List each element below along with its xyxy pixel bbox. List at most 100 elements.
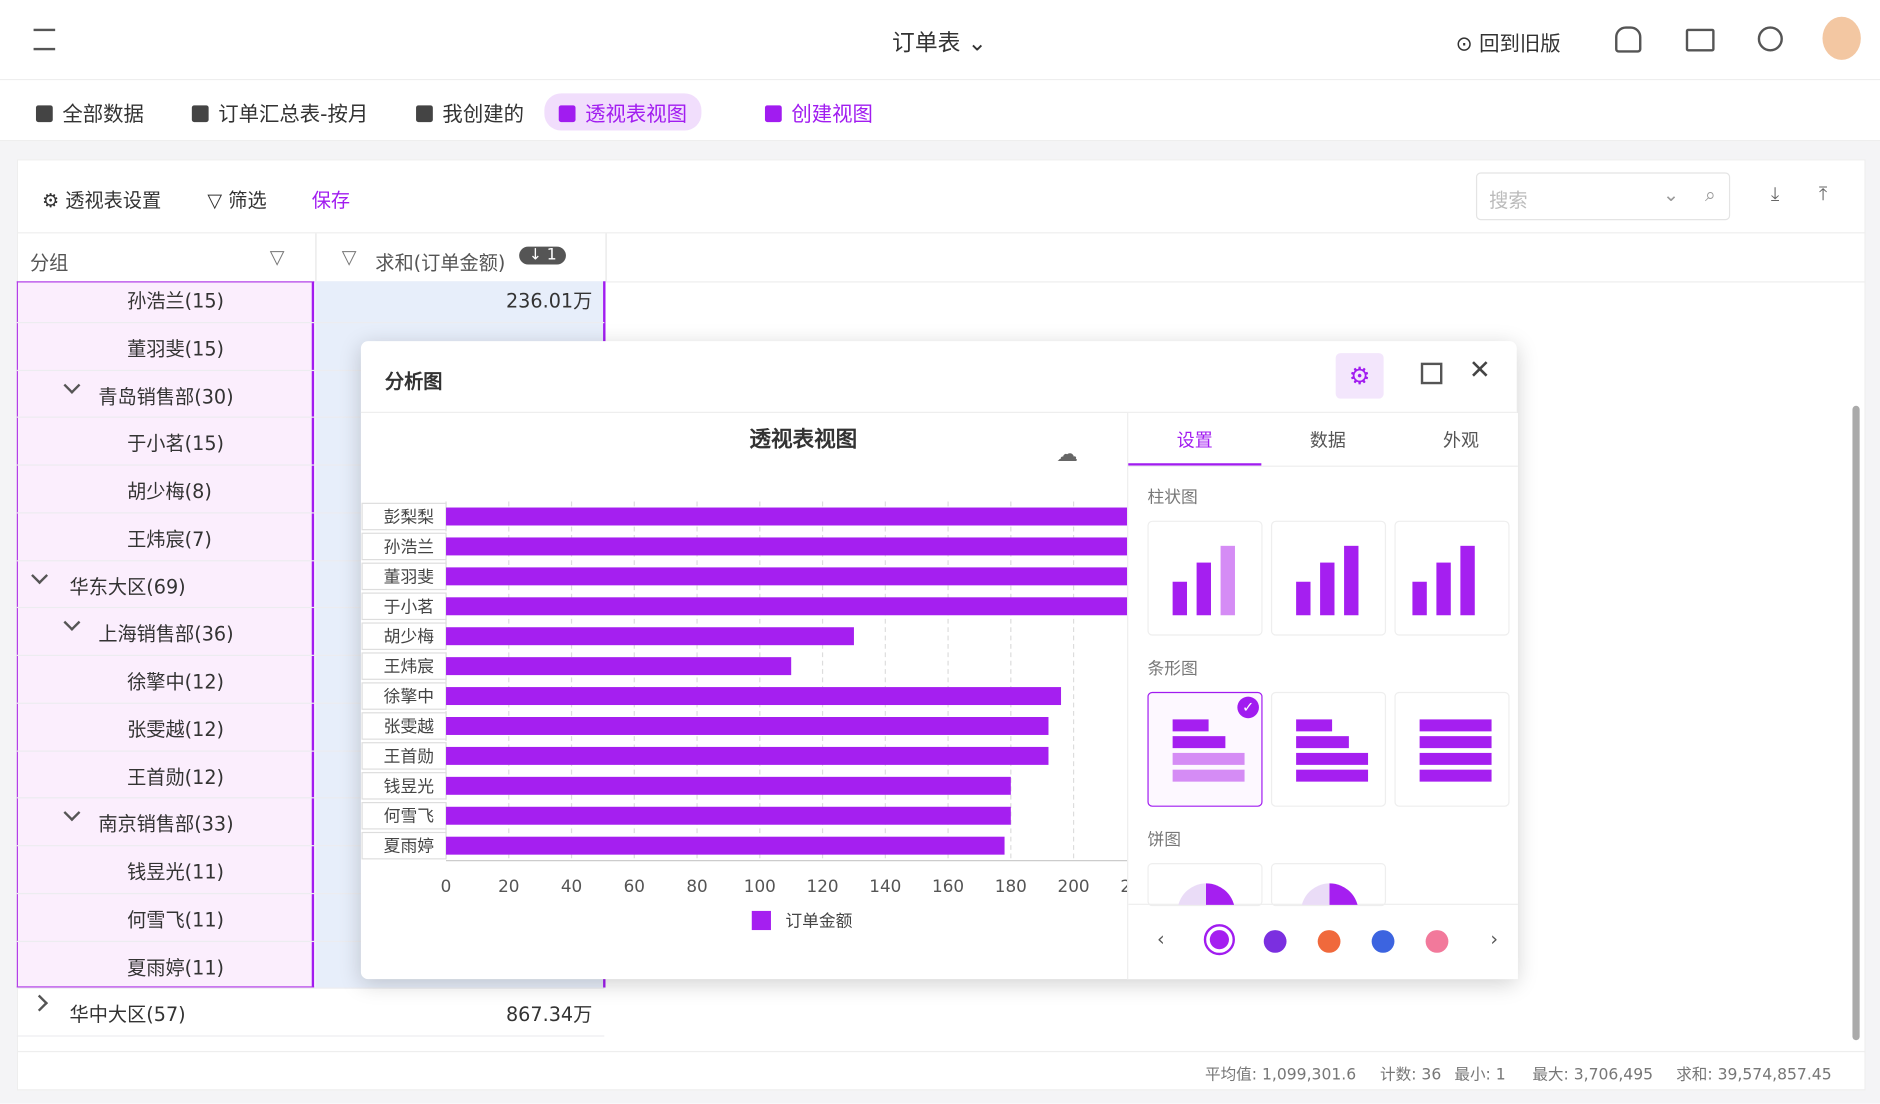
row-line — [16, 892, 605, 894]
bar — [446, 776, 1011, 795]
compass[interactable] — [1757, 26, 1783, 52]
chart: 透视表视图 ☁ 0 20 40 60 80 100 120 140 160 180 200 220 彭梨梨孙… — [361, 426, 1129, 931]
icon-bar — [1172, 736, 1226, 749]
filter[interactable]: ▽ 筛选 — [207, 189, 267, 212]
bar — [446, 746, 1049, 765]
color-swatch[interactable] — [1425, 930, 1449, 953]
chart-type-option[interactable] — [1147, 520, 1263, 636]
scrollbar[interactable] — [1852, 405, 1860, 1041]
old-version[interactable]: ⊙ 回到旧版 — [1455, 32, 1561, 57]
selection — [16, 281, 315, 988]
category-box — [361, 622, 447, 650]
chart-type-option[interactable] — [1270, 520, 1387, 636]
row-label: 青岛销售部(30) — [98, 384, 234, 408]
icon-bar — [1172, 581, 1188, 616]
col-header: 分组 — [29, 251, 69, 275]
icon-pie — [1300, 883, 1359, 905]
icon-bar — [1412, 581, 1427, 616]
x-tick-label: 120 — [807, 876, 839, 896]
panel-tab[interactable]: 数据 — [1309, 429, 1346, 452]
icon-bar — [1296, 752, 1369, 765]
row-label: 张雯越(12) — [127, 717, 225, 741]
settings-button[interactable]: ⚙ — [1335, 353, 1384, 399]
row-label: 胡少梅(8) — [127, 479, 212, 503]
bar — [446, 597, 1129, 616]
status-item: 计数: 36 — [1380, 1066, 1442, 1085]
icon-bar — [1220, 545, 1235, 616]
chart-type-option[interactable] — [1394, 691, 1510, 807]
dialog-title: 分析图 — [384, 369, 443, 393]
icon-bar — [1320, 562, 1335, 616]
top-bar: 订单表 ⌄ ⊙ 回到旧版 — [0, 0, 1880, 81]
y-tick-label: 王炜宸 — [384, 656, 435, 676]
bar — [446, 507, 1129, 526]
row-value: 867.34万 — [505, 1003, 593, 1027]
settings-text: 透视表设置 — [65, 189, 162, 212]
col-header: 求和(订单金额) — [375, 251, 506, 275]
row-line — [16, 416, 605, 419]
category-box — [361, 682, 447, 710]
view-tab[interactable]: 透视表视图 — [544, 93, 702, 131]
status-bar: 平均值: 1,099,301.6 计数: 36 最小: 1 最大: 3,706,495… — [17, 1050, 1865, 1091]
color-swatch[interactable] — [1263, 930, 1287, 953]
bell[interactable] — [1615, 26, 1642, 53]
x-tick-label: 200 — [1058, 876, 1090, 896]
row-line — [16, 845, 605, 847]
download[interactable]: ⤓ — [1770, 181, 1780, 205]
doc-title[interactable]: 订单表 ⌄ — [892, 29, 987, 57]
row-label: 王炜宸(7) — [127, 527, 212, 551]
color-swatch[interactable] — [1317, 930, 1341, 953]
menu-button[interactable] — [33, 28, 56, 51]
legend-swatch — [751, 910, 771, 931]
inbox[interactable] — [1685, 28, 1715, 52]
chart-type-option[interactable]: ✓ — [1147, 691, 1263, 807]
row-label: 徐擎中(12) — [127, 670, 225, 694]
y-tick-label: 张雯越 — [384, 716, 435, 736]
tab-text: 创建视图 — [791, 102, 873, 127]
view-tab[interactable]: 订单汇总表-按月 — [191, 93, 368, 130]
color-swatch[interactable] — [1203, 924, 1235, 956]
chart-type-option[interactable] — [1270, 691, 1387, 807]
search-box[interactable]: 搜索 ⌄ ⌕ — [1475, 172, 1731, 221]
row-label: 夏雨婷(11) — [127, 955, 225, 979]
status-item: 求和: 39,574,857.45 — [1676, 1066, 1832, 1085]
chart-type-option[interactable] — [1270, 863, 1387, 907]
chart-type-option[interactable] — [1147, 863, 1263, 907]
row-line — [16, 654, 605, 656]
view-tab[interactable]: 我创建的 — [416, 93, 524, 130]
panel-tab[interactable]: 设置 — [1176, 429, 1213, 452]
y-tick-label: 何雪飞 — [384, 806, 435, 826]
x-tick-label: 100 — [744, 876, 776, 896]
sort-badge[interactable]: ↓ 1 — [519, 246, 567, 265]
color-swatch[interactable] — [1371, 930, 1395, 953]
icon-bar — [1460, 545, 1475, 616]
view-tabs: 全部数据 订单汇总表-按月 我创建的 透视表视图 创建视图 — [0, 80, 1880, 142]
avatar[interactable] — [1822, 16, 1861, 60]
panel-tab[interactable]: 外观 — [1442, 429, 1479, 452]
row-line — [16, 987, 605, 990]
row-label: 王首勋(12) — [127, 765, 225, 789]
x-tick-label: 80 — [686, 876, 707, 896]
bar — [446, 657, 792, 676]
icon-bar — [1172, 769, 1245, 782]
close-button[interactable]: ✕ — [1468, 355, 1491, 386]
row-label: 何雪飞(11) — [127, 908, 225, 931]
chart-type-option[interactable] — [1394, 520, 1510, 636]
y-tick-label: 孙浩兰 — [384, 536, 434, 556]
upload[interactable]: ⤒ — [1818, 181, 1828, 205]
bar — [446, 537, 1129, 556]
detach-button[interactable] — [1420, 362, 1443, 385]
tab-text: 全部数据 — [62, 102, 144, 127]
row-label: 孙浩兰(15) — [127, 289, 225, 313]
pivot-settings[interactable]: ⚙ 透视表设置 — [41, 189, 162, 212]
save[interactable]: 保存 — [311, 189, 351, 212]
row-line — [16, 512, 605, 514]
col-filter[interactable]: ▽ — [269, 245, 285, 269]
view-tab[interactable]: 全部数据 — [35, 93, 144, 130]
tab-text: 我创建的 — [442, 102, 524, 127]
bar — [446, 806, 1011, 825]
row-line — [16, 1035, 605, 1037]
download-icon: ☁ — [1056, 442, 1078, 467]
bar — [446, 627, 854, 646]
view-tab[interactable]: 创建视图 — [764, 93, 873, 130]
